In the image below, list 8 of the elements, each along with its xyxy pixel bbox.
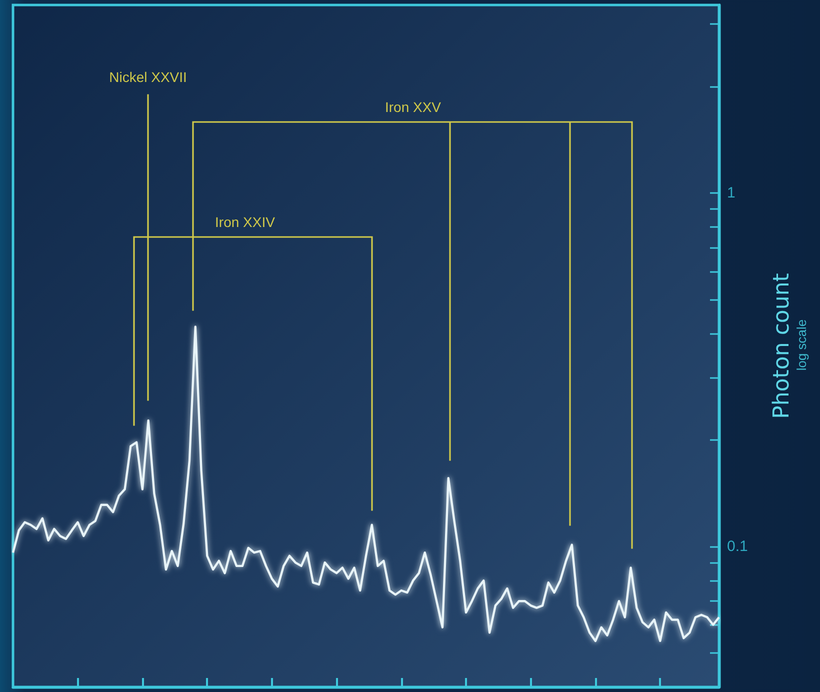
annotation: Iron XXIV: [215, 214, 276, 230]
y-axis-title: Photon count: [770, 272, 794, 419]
annotation: Iron XXV: [384, 99, 442, 115]
y-tick-label: 0.1: [727, 538, 748, 555]
line-series: [12, 326, 720, 642]
y-tick-label: 1: [727, 184, 736, 202]
annotation: Nickel XXVII: [109, 69, 187, 85]
text: log scale: [794, 319, 809, 371]
